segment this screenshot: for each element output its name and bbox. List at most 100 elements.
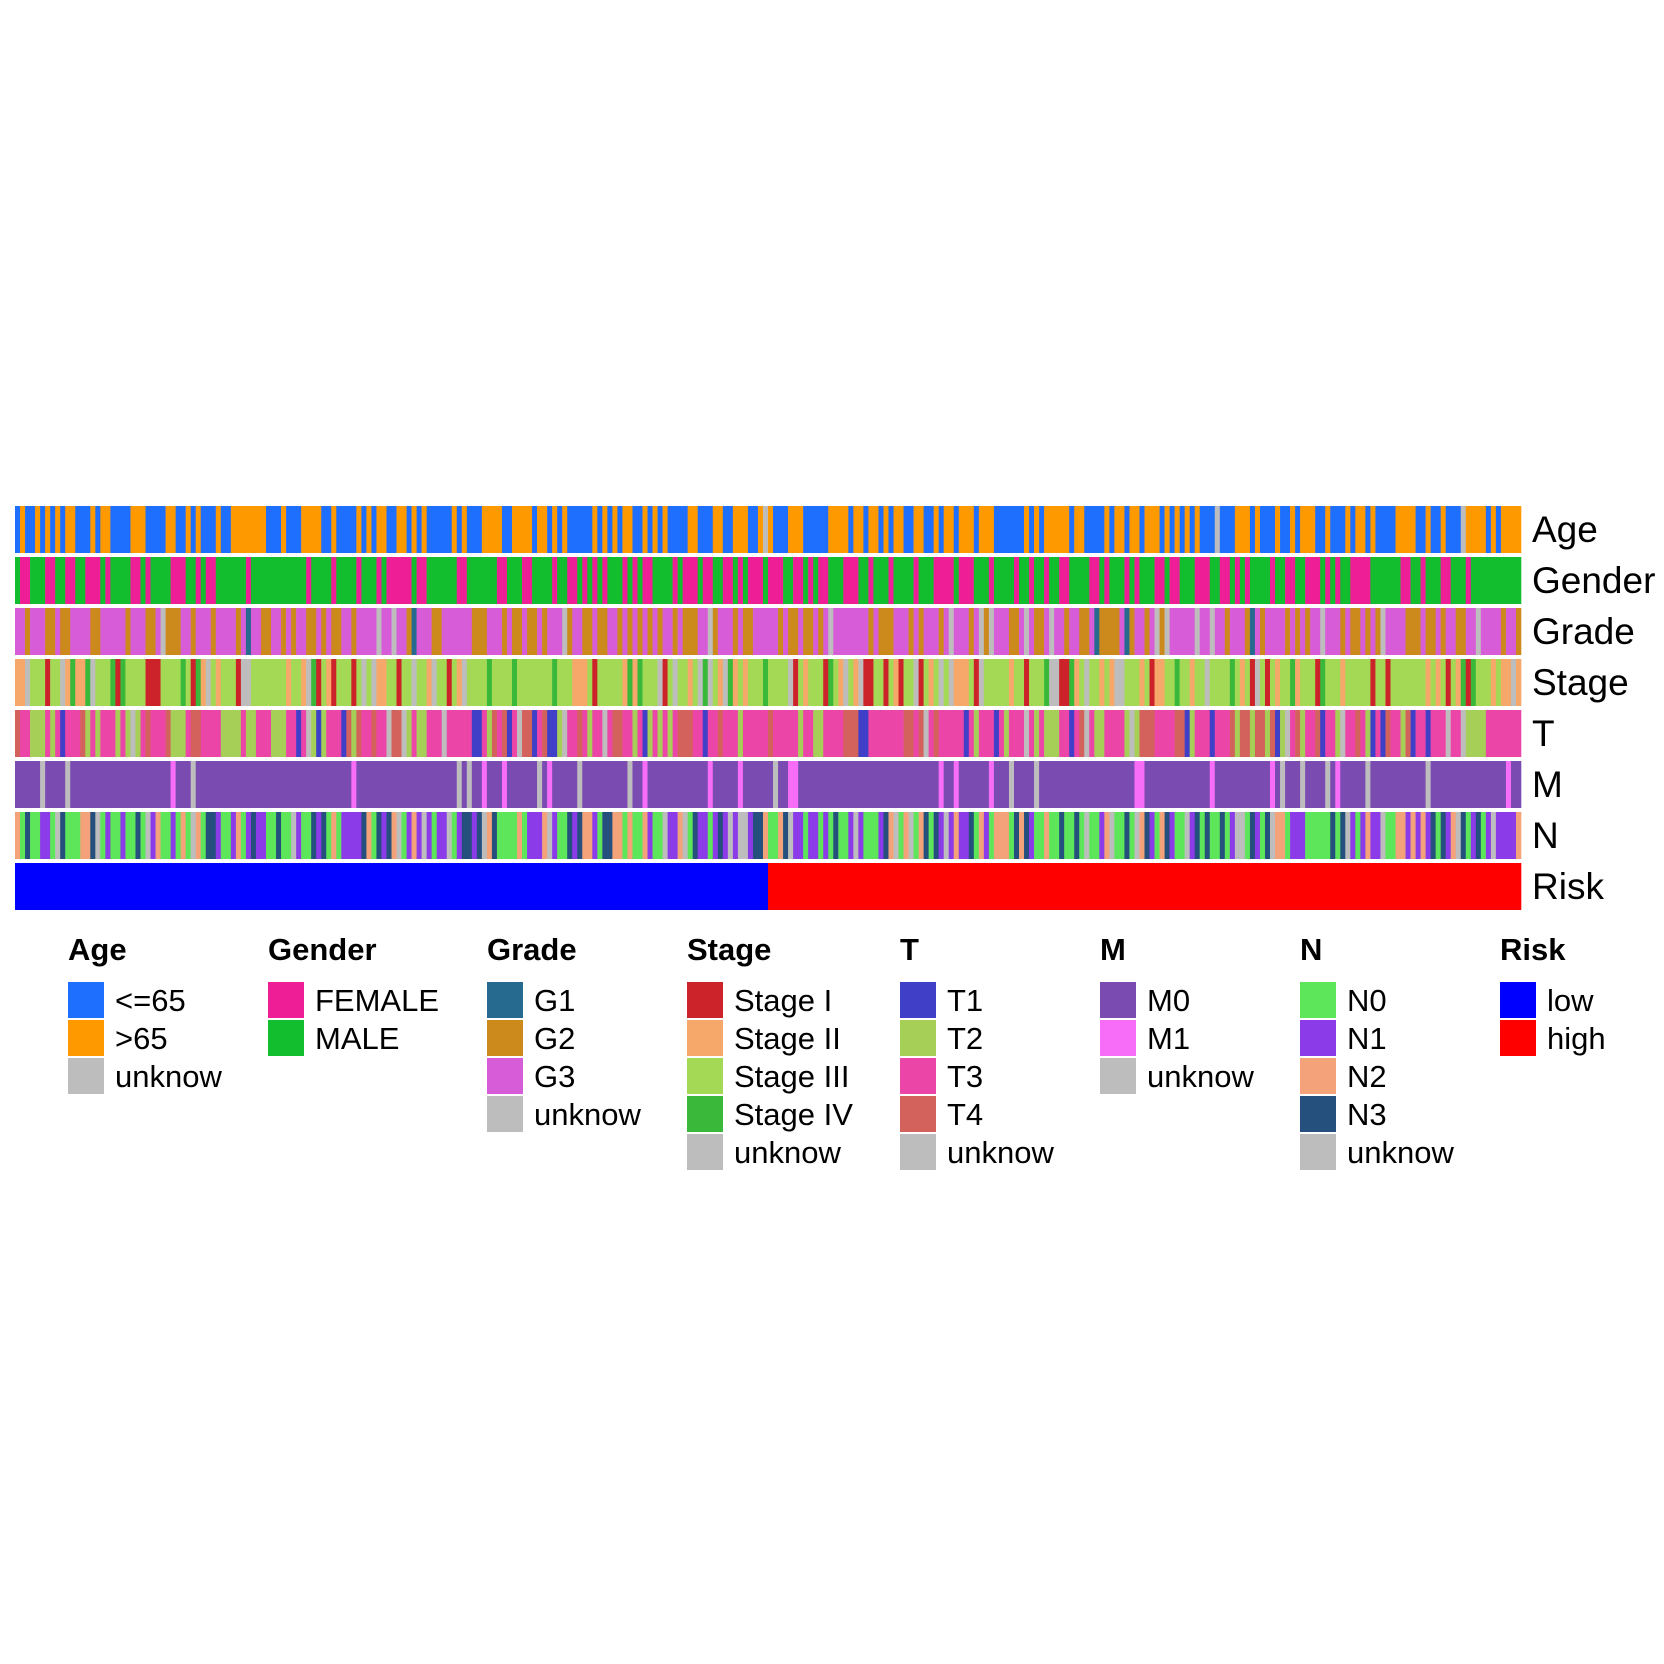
cell-t-t2 [1094, 710, 1105, 757]
cell-t-t1 [1209, 710, 1216, 757]
cell-age-65 [1124, 506, 1130, 553]
cell-gender-male [1019, 557, 1030, 604]
cell-age-65 [55, 506, 61, 553]
cell-n-unknow [1084, 812, 1090, 859]
cell-stage-stage-ii [215, 659, 222, 706]
cell-n-n0 [838, 812, 849, 859]
cell-n-n0 [266, 812, 277, 859]
cell-t-t3 [1008, 710, 1025, 757]
cell-grade-g3 [923, 608, 939, 655]
cell-n-n0 [687, 812, 693, 859]
cell-age-65 [848, 506, 854, 553]
legend-label-t-t3: T3 [947, 1059, 983, 1094]
cell-gender-male [1275, 557, 1286, 604]
cell-gender-male [361, 557, 377, 604]
cell-t-t4 [843, 710, 859, 757]
cell-grade-g3 [1465, 608, 1477, 655]
cell-n-n3 [250, 812, 257, 859]
cell-grade-g3 [296, 608, 307, 655]
legend-label-t-t4: T4 [947, 1097, 983, 1132]
cell-t-t1 [506, 710, 513, 757]
legend-swatch-t-t2 [900, 1020, 936, 1056]
cell-stage-unknow [1254, 659, 1261, 706]
cell-stage-stage-iii [451, 659, 458, 706]
cell-m-m0 [461, 761, 468, 808]
cell-age-65 [567, 506, 593, 553]
cell-m-m0 [1340, 761, 1366, 808]
cell-n-n0 [1224, 812, 1231, 859]
cell-gender-female [552, 557, 558, 604]
cell-stage-stage-iii [1450, 659, 1457, 706]
cell-age-65 [1430, 506, 1441, 553]
cell-gender-male [803, 557, 809, 604]
cell-n-n3 [1219, 812, 1226, 859]
cell-stage-stage-ii [1515, 659, 1522, 706]
cell-age-65 [35, 506, 41, 553]
cell-age-65 [803, 506, 829, 553]
cell-m-unknow [1280, 761, 1286, 808]
cell-t-t4 [190, 710, 202, 757]
legend-label-gender-female: FEMALE [315, 983, 439, 1018]
cell-t-t3 [582, 710, 588, 757]
legend-label-m-unknow: unknow [1147, 1059, 1254, 1094]
cell-age-65 [1169, 506, 1175, 553]
cell-gender-female [376, 557, 382, 604]
cell-grade-g3 [697, 608, 709, 655]
cell-n-n2 [1139, 812, 1145, 859]
cell-age-65 [215, 506, 222, 553]
cell-age-65 [923, 506, 934, 553]
cell-stage-stage-iii [768, 659, 789, 706]
cell-age-65 [602, 506, 608, 553]
cell-gender-female [205, 557, 217, 604]
track-m [15, 761, 1522, 808]
cell-gender-male [1330, 557, 1336, 604]
cell-t-t4 [1405, 710, 1411, 757]
cell-n-n2 [391, 812, 397, 859]
legend-swatch-age-unknow [68, 1058, 104, 1094]
cell-n-n0 [240, 812, 247, 859]
cell-grade-g2 [788, 608, 799, 655]
cell-grade-unknow [1320, 608, 1326, 655]
cell-gender-female [1270, 557, 1276, 604]
cell-stage-unknow [672, 659, 678, 706]
cell-grade-g2 [878, 608, 894, 655]
cell-t-t2 [1034, 710, 1040, 757]
cell-n-n3 [461, 812, 473, 859]
cell-gender-female [988, 557, 995, 604]
cell-t-t4 [1315, 710, 1321, 757]
cell-gender-male [1229, 557, 1236, 604]
cell-n-n3 [783, 812, 789, 859]
cell-grade-g3 [1229, 608, 1246, 655]
cell-age-65 [165, 506, 176, 553]
cell-n-unknow [446, 812, 453, 859]
cell-age-65 [532, 506, 538, 553]
cell-stage-stage-i [1024, 659, 1030, 706]
cell-gender-female [1350, 557, 1371, 604]
cell-grade-g2 [471, 608, 488, 655]
cell-n-n3 [692, 812, 699, 859]
cell-stage-stage-iv [1470, 659, 1477, 706]
cell-age-unknow [762, 506, 769, 553]
cell-gender-female [1134, 557, 1140, 604]
cell-stage-stage-iii [933, 659, 939, 706]
cell-stage-stage-iii [250, 659, 287, 706]
cell-gender-male [813, 557, 819, 604]
cell-t-t3 [496, 710, 503, 757]
cell-stage-stage-ii [1154, 659, 1165, 706]
cell-t-t3 [928, 710, 934, 757]
cell-age-65 [828, 506, 849, 553]
cell-stage-stage-iii [1430, 659, 1436, 706]
cell-gender-male [993, 557, 1015, 604]
cell-stage-stage-iii [798, 659, 804, 706]
cell-n-unknow [1270, 812, 1276, 859]
cell-grade-g2 [1350, 608, 1361, 655]
cell-grade-unknow [376, 608, 382, 655]
cell-m-m0 [742, 761, 774, 808]
cell-t-t2 [1124, 710, 1130, 757]
cell-n-n3 [923, 812, 929, 859]
cell-n-n2 [1044, 812, 1050, 859]
cell-grade-g2 [803, 608, 814, 655]
cell-m-m0 [1510, 761, 1522, 808]
legend-swatch-t-t4 [900, 1096, 936, 1132]
